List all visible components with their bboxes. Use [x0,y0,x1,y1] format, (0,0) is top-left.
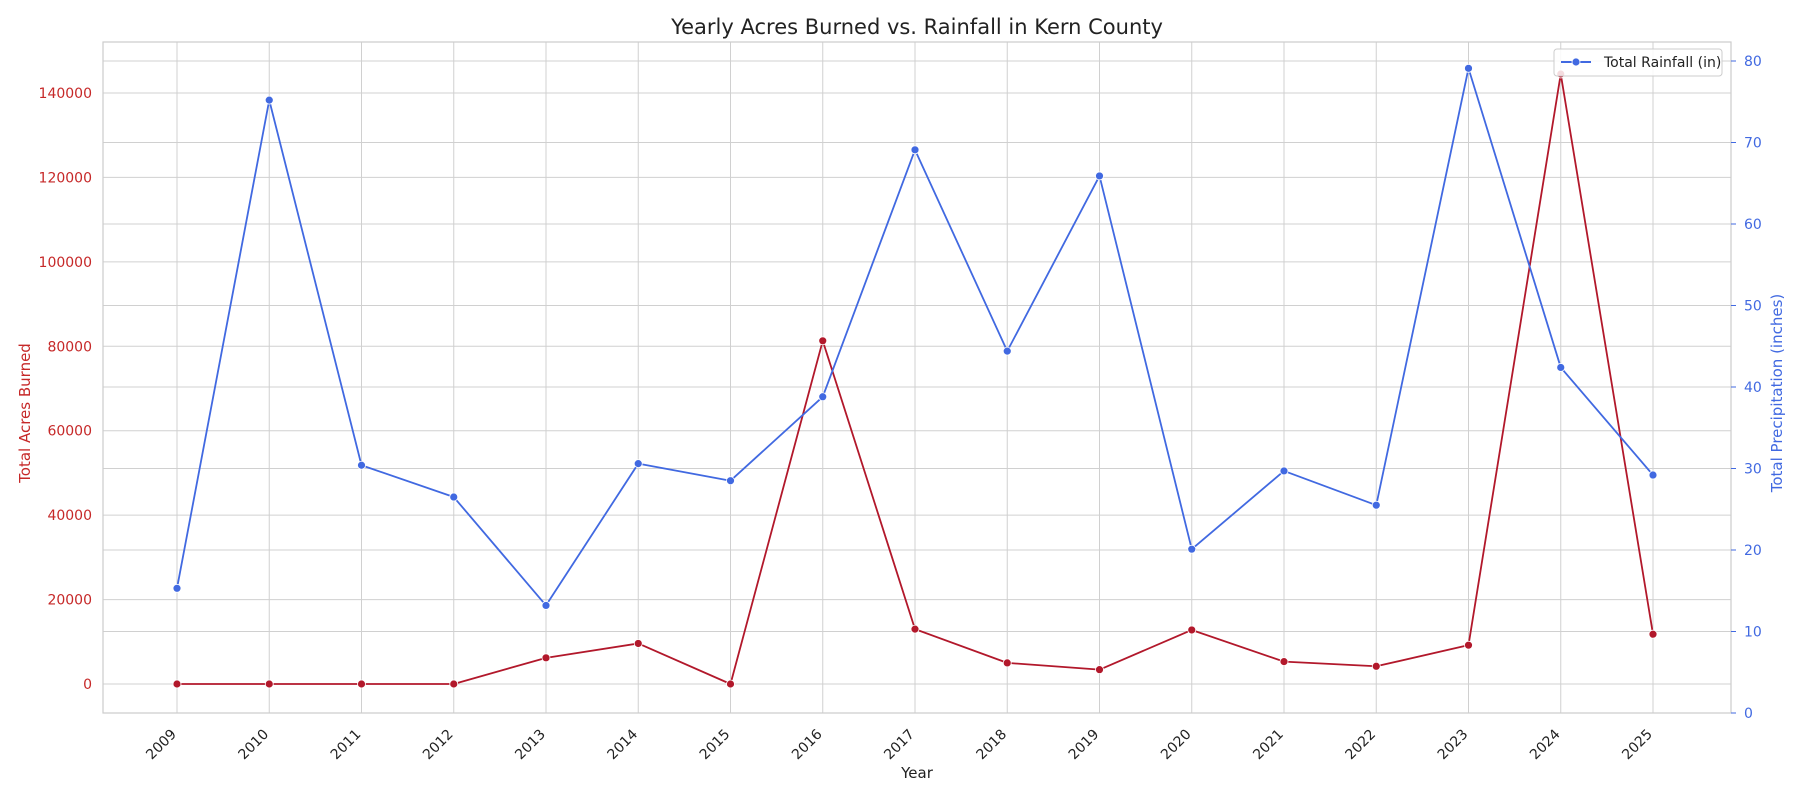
chart-title: Yearly Acres Burned vs. Rainfall in Kern… [670,15,1163,39]
acres-burned-point [633,639,643,648]
rainfall-point [633,459,643,469]
acres-burned-point [1464,640,1473,650]
rainfall-point [541,601,551,610]
y-left-tick-label: 100000 [39,255,92,271]
rainfall-point [1279,466,1289,476]
y-left-tick-label: 140000 [39,86,92,102]
y-right-tick-label: 70 [1744,136,1762,152]
acres-burned-point [1187,625,1197,635]
y-left-tick-label: 120000 [39,170,92,186]
acres-burned-point [541,653,551,663]
x-tick-label: 2019 [1066,727,1103,764]
rainfall-point [172,583,182,593]
y-right-tick-label: 40 [1744,380,1762,396]
y-right-tick-labels: 0 10 20 30 40 50 60 70 80 [1731,54,1762,722]
y-right-tick-label: 60 [1744,217,1762,233]
acres-burned-point [1371,661,1381,671]
acres-burned-point [172,679,182,689]
acres-burned-point [1279,657,1289,667]
acres-burned-point [1648,629,1658,639]
legend-box [1553,48,1723,77]
y-right-tick-label: 20 [1744,543,1762,559]
rainfall-point [1464,63,1473,73]
legend-label-rainfall: Total Rainfall (in) [1603,55,1721,71]
x-tick-label: 2021 [1250,727,1287,764]
acres-burned-point [264,679,274,689]
x-tick-label: 2014 [605,726,642,763]
x-tick-label: 2018 [974,727,1011,764]
rainfall-point [1371,500,1381,510]
rainfall-point [264,95,274,105]
legend-marker-swatch [1571,57,1581,67]
acres-burned-point [357,679,366,689]
y-left-tick-label: 80000 [47,339,92,355]
rainfall-point [910,145,920,155]
y-left-tick-label: 40000 [47,508,92,524]
acres-burned-point [726,679,735,689]
y-left-tick-label: 20000 [47,593,92,609]
y-right-tick-label: 10 [1744,625,1762,641]
y-right-axis-label: Total Precipitation (inches) [1768,294,1786,494]
x-tick-label: 2017 [881,727,918,764]
rainfall-point [818,392,828,402]
rainfall-point [1648,470,1658,480]
rainfall-point [726,476,735,486]
rainfall-point [1095,171,1104,181]
y-right-tick-label: 50 [1744,299,1762,315]
plot-frame [102,41,1732,714]
y-left-tick-labels: 0 20000 40000 60000 80000 100000 120000 140000 [39,86,92,693]
x-tick-labels: 2009 2010 2011 2012 2013 2014 2015 2016 2017 2018… [143,726,1656,763]
y-right-tick-label: 0 [1744,706,1753,722]
rainfall-point [1187,544,1197,554]
x-tick-label: 2025 [1619,727,1656,764]
acres-burned-point [1002,658,1012,668]
x-tick-label: 2023 [1435,727,1472,764]
x-tick-label: 2012 [420,727,457,764]
x-tick-label: 2011 [328,727,365,764]
x-tick-label: 2022 [1343,727,1380,764]
y-left-tick-label: 0 [83,677,92,693]
acres-burned-point [818,336,828,346]
x-tick-label: 2010 [236,727,273,764]
x-tick-label: 2013 [512,727,549,764]
x-tick-label: 2024 [1527,726,1564,763]
acres-burned-point [449,679,459,689]
x-axis-label: Year [900,764,934,782]
rainfall-point [1002,346,1012,356]
y-left-tick-label: 60000 [47,424,92,440]
y-left-axis-label: Total Acres Burned [16,343,34,484]
legend: Total Rainfall (in) [1553,48,1723,77]
x-tick-label: 2020 [1158,727,1195,764]
acres-burned-point [910,624,920,634]
rainfall-point [357,460,366,470]
y-right-tick-label: 80 [1744,54,1762,70]
rainfall-point [449,492,459,502]
series-acres-burned [172,69,1658,689]
x-tick-label: 2016 [789,726,826,763]
x-tick-label: 2015 [697,727,734,764]
rainfall-point [1556,363,1566,372]
series-layer [172,63,1658,689]
acres-burned-point [1095,665,1104,675]
grid [103,42,1731,714]
x-tick-label: 2009 [143,727,180,764]
y-right-tick-label: 30 [1744,462,1762,478]
series-rainfall [172,63,1658,610]
